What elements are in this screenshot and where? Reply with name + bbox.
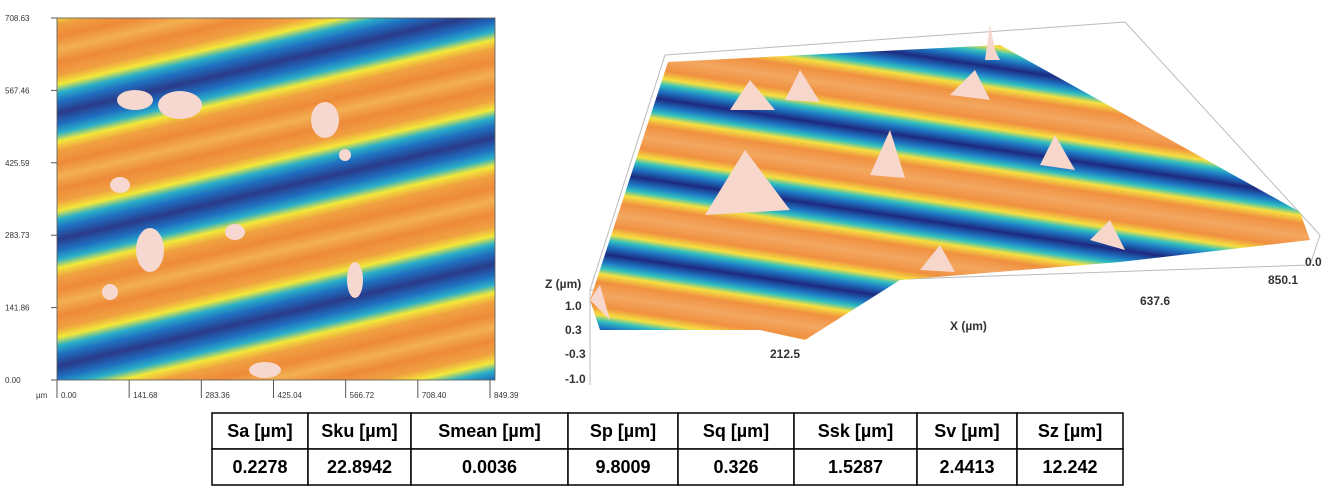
x-tick-label: 141.68: [133, 391, 158, 400]
table-header: Sp [µm]: [590, 421, 656, 441]
table-header: Smean [µm]: [438, 421, 540, 441]
x-unit: µm: [36, 391, 48, 400]
y-tick-label: 0.00: [5, 376, 21, 385]
y-tick-label: 567.46: [5, 86, 30, 95]
x-axis-label: X (µm): [950, 319, 987, 333]
surface-3d: [590, 45, 1310, 340]
table-value: 9.8009: [595, 457, 650, 477]
y-tick-label: 708.63: [5, 14, 30, 23]
y-tick-label: 425.59: [5, 159, 30, 168]
y-tick-label: 141.86: [5, 304, 30, 313]
z-axis-label: Z (µm): [545, 277, 581, 291]
table-value: 0.2278: [232, 457, 287, 477]
z-tick-label: 1.0: [565, 299, 582, 313]
table-value: 22.8942: [327, 457, 392, 477]
y-tick-label: 283.73: [5, 231, 30, 240]
table-header: Sv [µm]: [934, 421, 999, 441]
x-tick-label: 708.40: [422, 391, 447, 400]
height-map: [57, 18, 495, 380]
x-tick-label: 849.39: [494, 391, 519, 400]
x-tick-label: 0.00: [61, 391, 77, 400]
z-tick-label: -0.3: [565, 347, 586, 361]
table-value: 1.5287: [828, 457, 883, 477]
table-header: Sku [µm]: [321, 421, 397, 441]
x-tick-label: 850.1: [1268, 273, 1298, 287]
table-value: 0.326: [713, 457, 758, 477]
x-tick-label: 425.04: [278, 391, 303, 400]
table-header: Sz [µm]: [1038, 421, 1102, 441]
x-tick-label: 566.72: [350, 391, 375, 400]
x-tick-label: 283.36: [205, 391, 230, 400]
table-value: 0.0036: [462, 457, 517, 477]
table-header: Ssk [µm]: [818, 421, 893, 441]
x-tick-label: 637.6: [1140, 294, 1170, 308]
z-tick-label: 0.3: [565, 323, 582, 337]
x-tick-label: 212.5: [770, 347, 800, 361]
page: 708.63567.46425.59283.73141.860.00µm0.00…: [0, 0, 1338, 497]
table-header: Sq [µm]: [703, 421, 769, 441]
z-tick-label: -1.0: [565, 372, 586, 386]
table-value: 12.242: [1042, 457, 1097, 477]
table-value: 2.4413: [939, 457, 994, 477]
figure: 708.63567.46425.59283.73141.860.00µm0.00…: [0, 0, 1338, 497]
y-tick-label: 0.0: [1305, 255, 1322, 269]
table-header: Sa [µm]: [227, 421, 292, 441]
